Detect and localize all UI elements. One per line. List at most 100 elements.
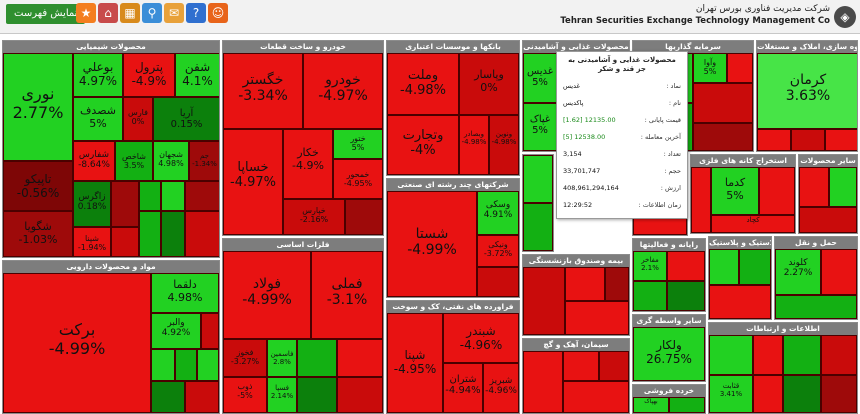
home-icon[interactable]: ⌂: [98, 3, 118, 23]
help-icon[interactable]: ?: [186, 3, 206, 23]
tile-ict-1[interactable]: [709, 335, 753, 375]
tile-small-5[interactable]: [111, 227, 139, 257]
tile-re-1[interactable]: [757, 129, 791, 151]
tile-kechad[interactable]: کچاد: [711, 215, 795, 233]
tile-comp-1[interactable]: [667, 251, 705, 281]
tile-cem-4[interactable]: [563, 381, 629, 413]
tile-shepana[interactable]: شپنا -1.94%: [73, 227, 111, 257]
tile-op-2[interactable]: [829, 167, 857, 207]
tile-small-9[interactable]: [345, 199, 383, 235]
tile-kerman[interactable]: کرمان 3.63%: [757, 53, 857, 129]
tile-met-1[interactable]: [297, 339, 337, 377]
tile-ghabet[interactable]: قثابت 3.41%: [709, 375, 753, 413]
tile-ph-3[interactable]: [175, 349, 197, 381]
tile-comp-3[interactable]: [667, 281, 705, 311]
tile-met-3[interactable]: [297, 377, 337, 413]
tile-valkar[interactable]: ولکار 26.75%: [633, 327, 705, 381]
tile-ff-2[interactable]: [523, 203, 553, 251]
tile-ict-4[interactable]: [821, 335, 857, 375]
tile-khodro[interactable]: خودرو -4.97%: [303, 53, 383, 129]
tile-shafan[interactable]: شفن 4.1%: [175, 53, 219, 97]
tile-inv-5[interactable]: [693, 123, 753, 151]
orange-badge-icon[interactable]: ★: [76, 3, 96, 23]
tile-re-3[interactable]: [825, 129, 857, 151]
tile-bouali[interactable]: بوعلي 4.97%: [73, 53, 123, 97]
tile-ph-2[interactable]: [151, 349, 175, 381]
tile-comp-2[interactable]: [633, 281, 667, 311]
tile-khkar[interactable]: خکار -4.9%: [283, 129, 333, 199]
tile-cem-1[interactable]: [523, 351, 563, 413]
tile-small-7[interactable]: [161, 211, 185, 257]
tile-vaniki[interactable]: ونیکی -3.72%: [477, 235, 519, 267]
tile-ph-6[interactable]: [185, 381, 219, 413]
tile-inv-3[interactable]: [693, 83, 753, 123]
tile-vaava[interactable]: وآوا 5%: [693, 53, 727, 83]
user-icon[interactable]: ☺: [208, 3, 228, 23]
tile-small-4[interactable]: [185, 181, 219, 211]
tile-ret-1[interactable]: [669, 397, 705, 413]
tile-arya[interactable]: آریا 0.15%: [153, 97, 219, 141]
tile-md-1[interactable]: [477, 267, 519, 297]
tile-tapiko[interactable]: تاپیکو -0.56%: [3, 161, 73, 211]
tile-ghpak[interactable]: غپاک 5%: [523, 103, 557, 151]
tile-rub-1[interactable]: [709, 249, 739, 285]
tile-zagros[interactable]: زاگرس 0.18%: [73, 181, 111, 227]
tile-behpak[interactable]: بهپاک: [633, 397, 669, 413]
tile-vamellat[interactable]: وملت -4.98%: [387, 53, 459, 115]
tile-shasadaf[interactable]: شصدف 5%: [73, 97, 123, 141]
tile-op-3[interactable]: [799, 207, 857, 233]
tile-vatejarat[interactable]: وتجارت -4%: [387, 115, 459, 175]
tile-kadma[interactable]: کدما 5%: [711, 167, 759, 215]
tile-tr-1[interactable]: [821, 249, 857, 295]
tile-fakhooz[interactable]: فخوز -3.27%: [223, 339, 267, 377]
tile-ore-2[interactable]: [759, 167, 795, 215]
tile-khmehvar[interactable]: خمحور -4.95%: [333, 159, 383, 199]
tile-nouri[interactable]: نوری 2.77%: [3, 53, 73, 161]
tile-fameli[interactable]: فملی -3.1%: [311, 251, 383, 339]
message-icon[interactable]: ✉: [164, 3, 184, 23]
show-list-button[interactable]: نمایش فهرست: [6, 4, 86, 24]
tile-valbar[interactable]: والبر 4.92%: [151, 313, 201, 349]
tile-met-2[interactable]: [337, 339, 383, 377]
tile-shefaras[interactable]: شفارس -8.64%: [73, 141, 115, 181]
tile-rub-3[interactable]: [709, 285, 771, 319]
tile-fasmin[interactable]: فاسمین 2.8%: [267, 339, 297, 377]
tile-ph-5[interactable]: [151, 381, 185, 413]
tile-mafakher[interactable]: مفاخر 2.1%: [633, 251, 667, 281]
tile-vanovin[interactable]: ونوین -4.98%: [489, 115, 519, 175]
tile-ins-3[interactable]: [605, 267, 629, 301]
tile-shasta[interactable]: شستا -4.99%: [387, 191, 477, 297]
tile-ins-1[interactable]: [523, 267, 565, 335]
tile-fars[interactable]: فارس 0%: [123, 97, 153, 141]
tile-shepana2[interactable]: شپنا -4.95%: [387, 313, 443, 413]
tile-khtoor[interactable]: ختور 5%: [333, 129, 383, 159]
tile-zob[interactable]: ذوب -5%: [223, 377, 267, 413]
tile-khsapa[interactable]: خساپا -4.97%: [223, 129, 283, 235]
tile-ict-7[interactable]: [821, 375, 857, 413]
tile-ins-2[interactable]: [565, 267, 605, 301]
tile-small-8[interactable]: [185, 211, 219, 257]
tile-khgostar[interactable]: خگستر -3.34%: [223, 53, 303, 129]
tile-vapasar[interactable]: وپاسار 0%: [459, 53, 519, 115]
tile-small-3[interactable]: [161, 181, 185, 211]
tile-cem-2[interactable]: [563, 351, 599, 381]
tile-shegooya[interactable]: شگویا -1.03%: [3, 211, 73, 257]
tile-shejahan[interactable]: شجهان 4.98%: [153, 141, 189, 181]
tile-inv-2[interactable]: [727, 53, 753, 83]
tile-kalvand[interactable]: کلوند 2.27%: [775, 249, 821, 295]
tile-ict-2[interactable]: [753, 335, 783, 375]
tile-ghadis[interactable]: غدیس 5%: [523, 53, 557, 103]
tile-met-4[interactable]: [337, 377, 383, 413]
tile-shetran[interactable]: شتران -4.94%: [443, 363, 483, 413]
tile-ict-3[interactable]: [783, 335, 821, 375]
tile-khpars[interactable]: خپارس -2.16%: [283, 199, 345, 235]
grid-icon[interactable]: ▦: [120, 3, 140, 23]
tile-rub-2[interactable]: [739, 249, 771, 285]
tile-barekat[interactable]: برکت -4.99%: [3, 273, 151, 413]
tile-ore-1[interactable]: [691, 167, 711, 233]
tile-small-1[interactable]: [111, 181, 139, 227]
tile-small-6[interactable]: [139, 211, 161, 257]
tile-shebandar[interactable]: شبندر -4.96%: [443, 313, 519, 363]
tile-ict-5[interactable]: [753, 375, 783, 413]
tile-ins-4[interactable]: [565, 301, 629, 335]
